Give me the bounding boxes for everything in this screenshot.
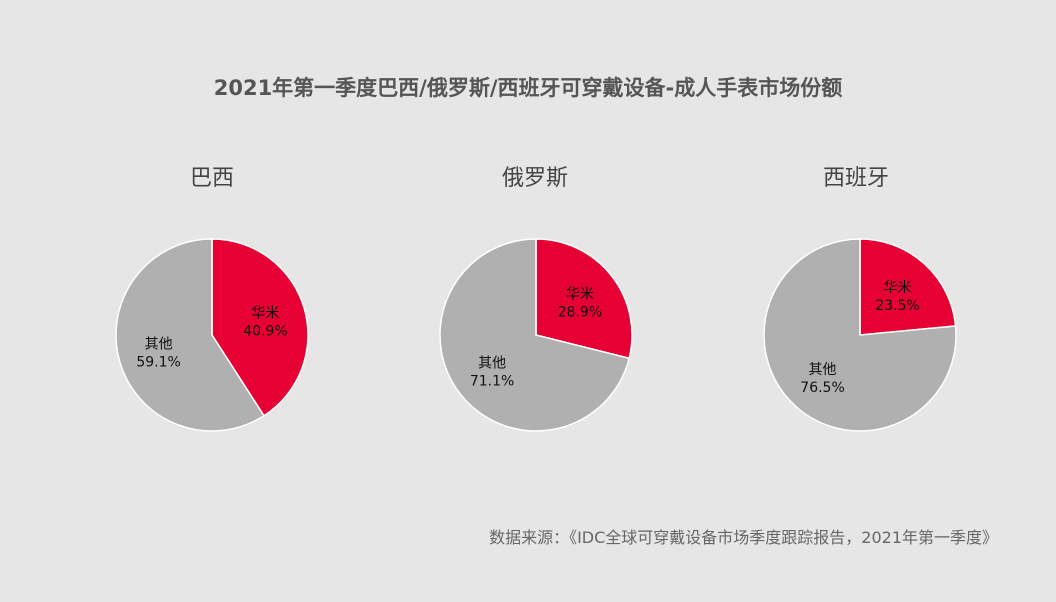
data-source-note: 数据来源：《IDC全球可穿戴设备市场季度跟踪报告，2021年第一季度》: [489, 528, 998, 547]
pie-label-russia-huami-value: 28.9%: [558, 305, 602, 321]
pie-label-brazil-huami-name: 华米: [251, 305, 279, 321]
pie-slice-spain-others: [763, 238, 957, 432]
pie-slice-brazil-others: [115, 238, 265, 432]
pie-label-spain-others-value: 76.5%: [800, 380, 844, 396]
pie-title-russia: 俄罗斯: [501, 166, 568, 191]
pie-label-russia-others-name: 其他: [478, 355, 506, 371]
pie-label-spain-others-name: 其他: [809, 362, 837, 378]
pie-label-spain-huami-name: 华米: [883, 280, 911, 296]
pie-label-brazil-huami-value: 40.9%: [243, 323, 287, 339]
pie-slice-spain-huami: [859, 238, 957, 336]
pie-title-spain: 西班牙: [822, 166, 889, 191]
pie-slice-russia-huami: [535, 238, 633, 360]
pie-label-spain-huami-value: 23.5%: [875, 298, 919, 314]
pie-label-brazil-others-name: 其他: [145, 337, 173, 353]
pie-slice-russia-others: [439, 238, 631, 432]
pie-label-russia-others-value: 71.1%: [470, 373, 514, 389]
pie-title-brazil: 巴西: [189, 166, 234, 191]
pie-label-brazil-others-value: 59.1%: [136, 355, 180, 371]
chart-main-title: 2021年第一季度巴西/俄罗斯/西班牙可穿戴设备-成人手表市场份额: [213, 76, 843, 100]
pie-label-russia-huami-name: 华米: [566, 287, 594, 303]
